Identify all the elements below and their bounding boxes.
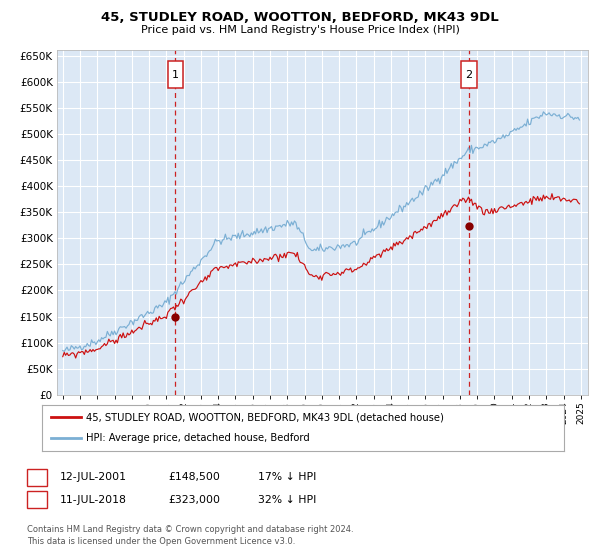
Text: £148,500: £148,500: [168, 472, 220, 482]
Text: HPI: Average price, detached house, Bedford: HPI: Average price, detached house, Bedf…: [86, 433, 310, 444]
FancyBboxPatch shape: [461, 60, 477, 88]
Text: 45, STUDLEY ROAD, WOOTTON, BEDFORD, MK43 9DL (detached house): 45, STUDLEY ROAD, WOOTTON, BEDFORD, MK43…: [86, 412, 444, 422]
Text: 32% ↓ HPI: 32% ↓ HPI: [258, 494, 316, 505]
Text: 1: 1: [172, 69, 179, 80]
Text: Price paid vs. HM Land Registry's House Price Index (HPI): Price paid vs. HM Land Registry's House …: [140, 25, 460, 35]
Text: Contains HM Land Registry data © Crown copyright and database right 2024.
This d: Contains HM Land Registry data © Crown c…: [27, 525, 353, 546]
Text: £323,000: £323,000: [168, 494, 220, 505]
Text: 2: 2: [34, 494, 41, 505]
FancyBboxPatch shape: [167, 60, 184, 88]
Text: 12-JUL-2001: 12-JUL-2001: [60, 472, 127, 482]
Text: 11-JUL-2018: 11-JUL-2018: [60, 494, 127, 505]
Text: 17% ↓ HPI: 17% ↓ HPI: [258, 472, 316, 482]
Text: 2: 2: [466, 69, 473, 80]
Text: 1: 1: [34, 472, 41, 482]
Text: 45, STUDLEY ROAD, WOOTTON, BEDFORD, MK43 9DL: 45, STUDLEY ROAD, WOOTTON, BEDFORD, MK43…: [101, 11, 499, 24]
